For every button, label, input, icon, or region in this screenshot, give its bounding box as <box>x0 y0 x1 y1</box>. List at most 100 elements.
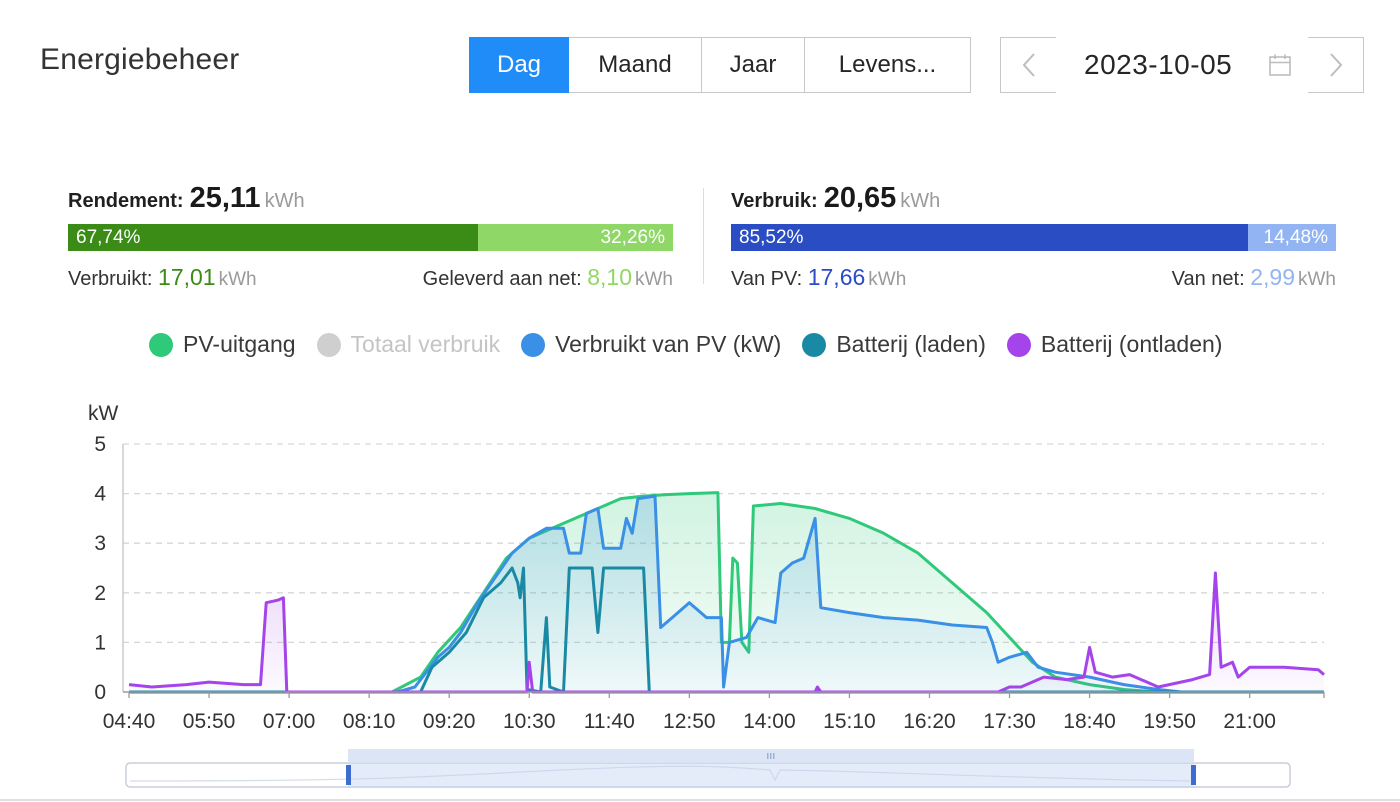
y-axis-label: kW <box>88 402 119 425</box>
from-grid-label: Van net: <box>1171 268 1245 290</box>
consumption-bar: 85,52% 14,48% <box>731 224 1336 251</box>
x-tick-label: 18:40 <box>1063 710 1116 733</box>
consumption-bar-grid: 14,48% <box>1248 224 1336 251</box>
zoom-slider[interactable] <box>125 749 1291 788</box>
legend-item-battery-discharging[interactable]: Batterij (ontladen) <box>1006 331 1223 358</box>
yield-fed-value: 8,10 <box>587 264 632 290</box>
legend-label: Batterij (laden) <box>836 331 986 357</box>
yield-fed: Geleverd aan net: 8,10 kWh <box>423 264 673 291</box>
x-tick-label: 11:40 <box>584 710 635 733</box>
range-tabs: Dag Maand Jaar Levens... <box>469 37 971 93</box>
series-area <box>129 492 1324 692</box>
legend-label: PV-uitgang <box>183 331 296 357</box>
date-picker-value[interactable]: 2023-10-05 <box>1084 49 1233 80</box>
yield-consumed-unit: kWh <box>218 269 257 290</box>
zoom-handle-right[interactable] <box>1191 765 1196 785</box>
consumption-unit: kWh <box>900 190 941 212</box>
legend-item-total-consumption[interactable]: Totaal verbruik <box>316 331 501 358</box>
yield-bar-grid: 32,26% <box>477 224 673 251</box>
series-3[interactable] <box>128 571 1325 694</box>
y-tick-label: 4 <box>94 483 106 506</box>
chart-grid <box>123 443 1324 644</box>
yield-summary: Rendement: 25,11 kWh 67,74% 32,26% Verbrui… <box>68 180 673 290</box>
x-tick-label: 21:00 <box>1223 710 1276 733</box>
series-0[interactable] <box>129 491 1324 694</box>
legend-dot <box>149 332 173 357</box>
series-1[interactable] <box>129 494 1324 694</box>
y-tick-label: 3 <box>94 532 106 555</box>
legend-item-consumed-from-pv[interactable]: Verbruikt van PV (kW) <box>521 331 781 358</box>
legend-dot <box>1006 332 1031 357</box>
series-line <box>128 571 1325 694</box>
consumption-bar-pv: 85,52% <box>731 224 1249 251</box>
yield-consumed-label: Verbruikt: <box>68 268 153 290</box>
page-title: Energiebeheer <box>40 43 240 76</box>
x-tick-label: 08:10 <box>343 710 396 733</box>
consumption-label: Verbruik: <box>731 190 818 212</box>
x-tick-label: 16:20 <box>903 710 956 733</box>
x-tick-label: 09:20 <box>423 710 476 733</box>
yield-fed-label: Geleverd aan net: <box>422 268 582 290</box>
zoom-selection[interactable] <box>348 763 1194 787</box>
series-line <box>129 494 1324 694</box>
legend-label: Batterij (ontladen) <box>1040 331 1223 357</box>
legend-dot <box>802 332 827 357</box>
yield-label: Rendement: <box>68 190 184 212</box>
chart-series <box>128 491 1325 694</box>
tab-year[interactable]: Jaar <box>702 37 805 93</box>
chart-legend: PV-uitgang Totaal verbruik Verbruikt van… <box>149 331 1243 358</box>
legend-label: Totaal verbruik <box>350 331 501 357</box>
yield-consumed-value: 17,01 <box>158 264 216 290</box>
legend-item-pv-output[interactable]: PV-uitgang <box>149 331 296 358</box>
from-pv-label: Van PV: <box>731 268 803 290</box>
chevron-right-icon <box>1329 53 1342 77</box>
consumption-summary: Verbruik: 20,65 kWh 85,52% 14,48% Van PV: … <box>731 180 1336 290</box>
yield-consumed: Verbruikt: 17,01 kWh <box>68 264 257 291</box>
tab-lifetime[interactable]: Levens... <box>805 37 971 93</box>
consumption-from-pv: Van PV: 17,66 kWh <box>731 264 906 291</box>
consumption-from-grid: Van net: 2,99 kWh <box>1172 264 1336 291</box>
legend-item-battery-charging[interactable]: Batterij (laden) <box>802 331 986 358</box>
from-pv-unit: kWh <box>868 269 907 290</box>
series-line <box>129 491 1324 694</box>
x-tick-label: 12:50 <box>663 710 716 733</box>
tab-month[interactable]: Maand <box>569 37 702 93</box>
calendar-icon[interactable] <box>1268 53 1292 77</box>
date-navigator: 2023-10-05 <box>1000 37 1364 93</box>
zoom-preview-line <box>129 765 1191 782</box>
x-tick-label: 15:10 <box>823 710 876 733</box>
yield-fed-unit: kWh <box>635 269 673 290</box>
from-grid-unit: kWh <box>1298 269 1336 290</box>
legend-dot <box>521 332 546 357</box>
x-tick-label: 05:50 <box>183 710 236 733</box>
y-tick-label: 5 <box>94 433 106 456</box>
from-grid-value: 2,99 <box>1250 264 1295 290</box>
y-tick-label: 1 <box>94 631 106 654</box>
zoom-handle-left[interactable] <box>346 765 351 785</box>
x-tick-label: 14:00 <box>743 710 796 733</box>
x-tick-label: 07:00 <box>263 710 316 733</box>
yield-unit: kWh <box>264 190 305 212</box>
legend-label: Verbruikt van PV (kW) <box>555 331 782 357</box>
y-tick-label: 2 <box>94 582 106 605</box>
next-day-button[interactable] <box>1308 37 1364 93</box>
consumption-value: 20,65 <box>823 182 897 214</box>
tab-day[interactable]: Dag <box>469 37 569 93</box>
yield-value: 25,11 <box>189 182 261 214</box>
series-area <box>129 573 1324 692</box>
yield-bar-self: 67,74% <box>68 224 478 251</box>
x-tick-label: 10:30 <box>503 710 556 733</box>
yield-bar: 67,74% 32,26% <box>68 224 673 251</box>
chevron-left-icon <box>1022 53 1035 77</box>
chart-axes: 0 1 2 3 4 5 04:40 05:50 07:00 08:10 09:20 10:30 11:4… <box>94 433 1325 733</box>
legend-dot <box>316 332 341 357</box>
from-pv-value: 17,66 <box>807 264 866 290</box>
x-tick-label: 17:30 <box>983 710 1036 733</box>
y-tick-label: 0 <box>94 681 106 704</box>
x-tick-label: 04:40 <box>103 710 156 733</box>
previous-day-button[interactable] <box>1000 37 1056 93</box>
x-tick-label: 19:50 <box>1143 710 1196 733</box>
summary-divider <box>703 188 704 284</box>
grip-icon <box>767 753 775 759</box>
